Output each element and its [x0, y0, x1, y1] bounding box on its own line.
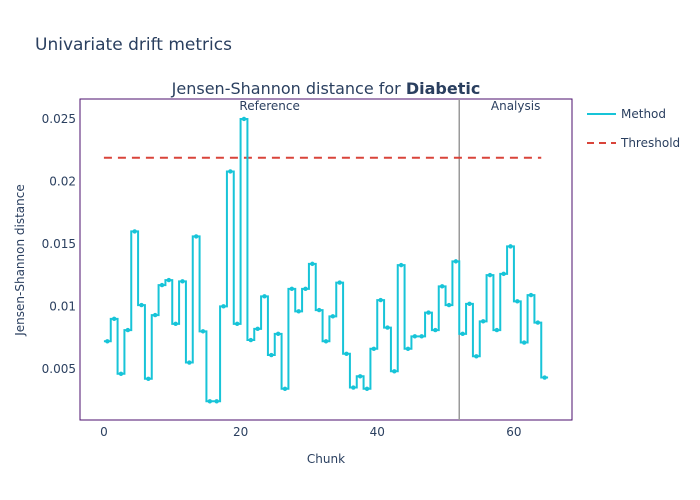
data-point	[187, 360, 192, 365]
plot-title-prefix: Jensen-Shannon distance for	[171, 79, 406, 98]
data-point	[241, 116, 247, 122]
data-point	[351, 385, 356, 390]
data-point	[439, 284, 445, 289]
data-point	[303, 286, 308, 292]
data-point	[125, 327, 131, 333]
data-point	[207, 399, 213, 404]
data-point	[419, 334, 424, 339]
data-point	[494, 327, 500, 333]
figure-title: Univariate drift metrics	[35, 35, 232, 55]
y-axis-ticks: 0.005 0.01 0.015 0.02 0.025	[42, 112, 76, 376]
data-point	[460, 331, 465, 337]
data-point	[166, 277, 172, 283]
data-point	[528, 292, 534, 298]
data-point	[385, 325, 390, 330]
data-point	[289, 286, 295, 292]
y-tick-label: 0.005	[42, 362, 76, 376]
x-axis-label: Chunk	[307, 452, 345, 466]
data-point	[228, 169, 233, 174]
data-point	[405, 346, 411, 352]
x-tick-label: 0	[100, 425, 108, 439]
legend-item-threshold[interactable]: Threshold	[587, 136, 680, 150]
data-point	[173, 321, 178, 327]
legend-item-method[interactable]: Method	[587, 107, 666, 121]
data-point	[275, 331, 281, 337]
data-point	[330, 314, 336, 319]
x-axis-ticks: 0 20 40 60	[100, 425, 521, 439]
legend[interactable]: Method Threshold	[587, 107, 680, 150]
series-line-method	[103, 117, 549, 403]
data-point	[446, 302, 452, 308]
analysis-period-label: Analysis	[491, 99, 540, 113]
data-point	[152, 312, 158, 318]
data-point	[433, 327, 438, 333]
data-point	[501, 271, 506, 277]
data-point	[248, 337, 254, 343]
plot-title: Jensen-Shannon distance for Diabetic	[171, 79, 481, 98]
data-point	[180, 279, 185, 284]
data-point	[480, 319, 486, 324]
plot-marks	[103, 99, 549, 420]
data-point	[378, 297, 383, 303]
data-point	[200, 329, 206, 334]
data-point	[234, 321, 240, 327]
data-point	[515, 299, 520, 304]
data-point	[467, 301, 472, 307]
reference-period-label: Reference	[239, 99, 299, 113]
data-point	[310, 261, 315, 267]
data-point	[412, 334, 418, 339]
data-point	[159, 282, 165, 288]
data-point	[323, 339, 329, 344]
data-point	[364, 386, 370, 391]
data-point	[111, 316, 117, 322]
y-tick-label: 0.015	[42, 237, 76, 251]
data-point	[344, 351, 349, 357]
data-point	[282, 386, 288, 391]
legend-label-method: Method	[621, 107, 666, 121]
data-point	[487, 272, 493, 278]
data-point	[132, 229, 137, 234]
data-point	[214, 399, 219, 404]
plot-frame	[79, 98, 573, 421]
data-point	[316, 307, 322, 313]
data-point	[255, 326, 260, 332]
data-point	[453, 259, 459, 264]
data-point	[193, 234, 199, 239]
plot-title-feature: Diabetic	[406, 79, 480, 98]
data-point	[357, 374, 363, 379]
y-tick-label: 0.01	[49, 299, 76, 313]
data-point	[139, 302, 144, 308]
data-point	[262, 294, 267, 299]
data-point	[474, 354, 479, 359]
data-point	[521, 340, 527, 345]
data-point	[221, 304, 226, 309]
data-point	[269, 352, 274, 358]
legend-label-threshold: Threshold	[620, 136, 680, 150]
data-point	[426, 310, 431, 315]
data-point	[508, 244, 513, 249]
data-point	[118, 371, 124, 376]
data-point	[542, 375, 547, 380]
x-tick-label: 20	[233, 425, 248, 439]
y-axis-label: Jensen-Shannon distance	[13, 184, 27, 337]
x-tick-label: 40	[370, 425, 385, 439]
data-point	[337, 280, 342, 285]
data-point	[105, 339, 110, 344]
y-tick-label: 0.02	[49, 174, 76, 188]
data-point	[296, 309, 301, 314]
data-point	[371, 346, 377, 352]
data-point	[392, 369, 397, 374]
x-tick-label: 60	[506, 425, 521, 439]
data-point	[398, 262, 404, 268]
y-tick-label: 0.025	[42, 112, 76, 126]
data-point	[535, 320, 541, 325]
data-point	[146, 376, 151, 381]
